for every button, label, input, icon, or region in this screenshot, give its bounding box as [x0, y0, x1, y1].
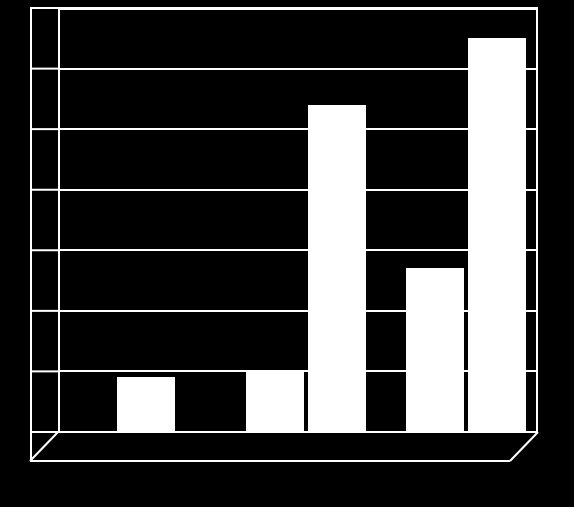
- bar: [308, 105, 366, 432]
- plot-area: [30, 8, 538, 462]
- bars-layer: [30, 8, 538, 462]
- bar: [468, 38, 526, 432]
- bar: [406, 268, 464, 432]
- bar: [246, 371, 304, 432]
- bar-chart: [30, 8, 566, 500]
- bar: [117, 377, 175, 432]
